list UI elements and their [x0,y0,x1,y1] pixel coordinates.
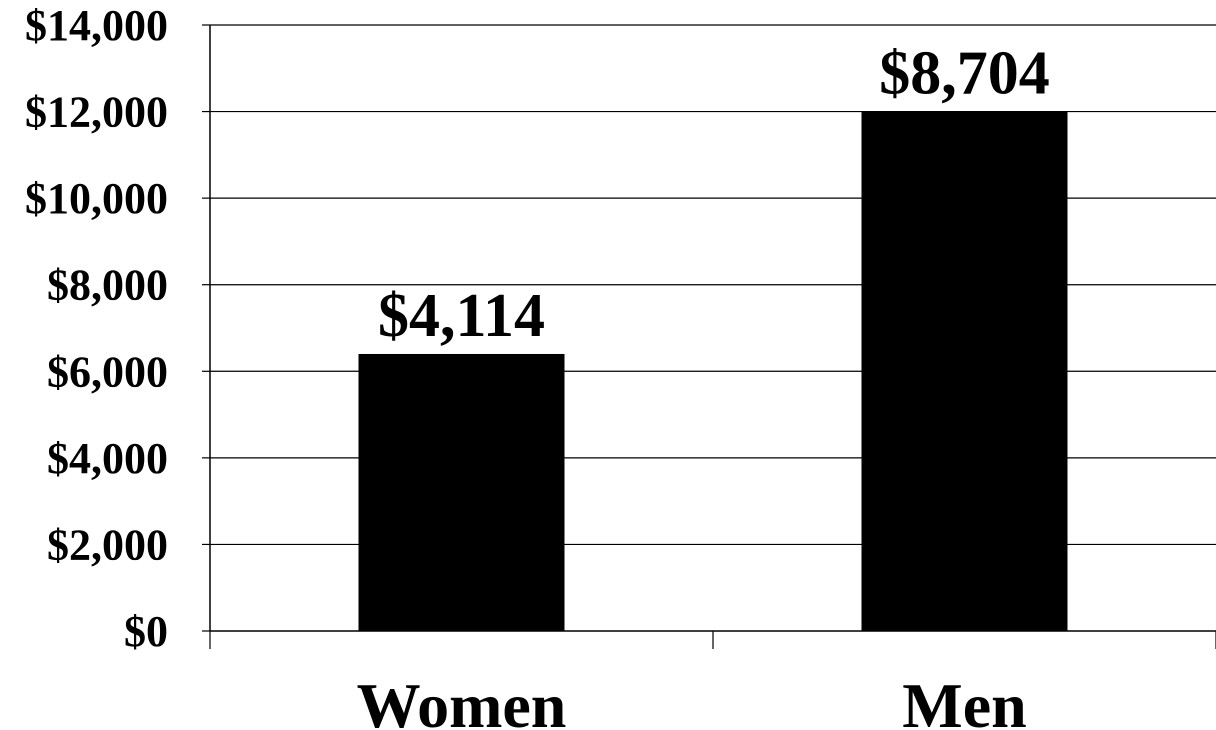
data-label-women: $4,114 [378,282,545,350]
y-tick-label: $0 [124,607,168,656]
x-category-label-women: Women [357,670,567,730]
y-tick-label: $2,000 [47,520,168,569]
bar-women [358,353,565,631]
y-tick-label: $10,000 [25,174,168,223]
y-tick-label: $4,000 [47,434,168,483]
y-tick-labels: $0 $2,000 $4,000 $6,000 $8,000 $10,000 $12,000… [25,1,168,656]
bar-men [861,111,1068,632]
x-category-labels: Women Men [357,670,1027,730]
data-labels: $4,114 $8,704 [378,40,1050,350]
y-tick-label: $14,000 [25,1,168,50]
y-tick-label: $8,000 [47,261,168,310]
y-tick-label: $12,000 [25,88,168,137]
bars [358,111,1068,632]
x-category-label-men: Men [902,670,1026,730]
axes [202,24,1216,649]
y-tick-label: $6,000 [47,347,168,396]
data-label-men: $8,704 [879,40,1050,108]
